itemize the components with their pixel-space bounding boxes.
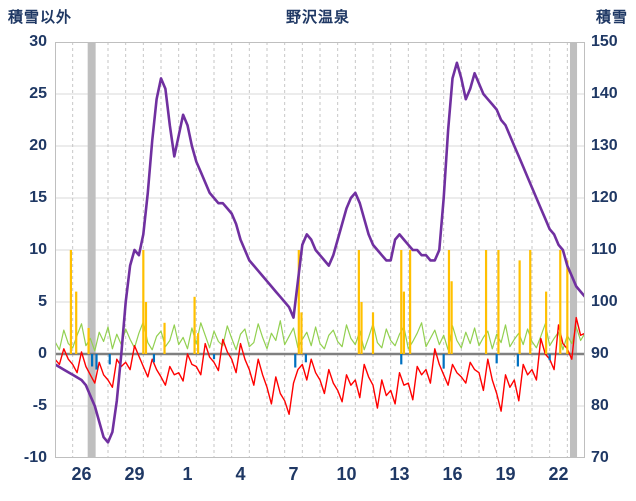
right-axis-title: 積雪 bbox=[595, 9, 628, 26]
plot-border bbox=[55, 42, 585, 458]
snow-depth-line bbox=[55, 61, 585, 444]
left-axis-tick-label: 15 bbox=[29, 189, 47, 206]
x-axis-tick-label: 22 bbox=[548, 464, 569, 484]
right-axis-tick-label: 70 bbox=[591, 449, 609, 466]
right-axis-tick-label: 140 bbox=[591, 85, 618, 102]
right-axis-tick-label: 100 bbox=[591, 293, 618, 310]
right-axis-tick-label: 80 bbox=[591, 397, 609, 414]
x-axis-tick-label: 10 bbox=[336, 464, 357, 484]
x-axis-tick-label: 26 bbox=[71, 464, 92, 484]
left-axis-tick-label: 20 bbox=[29, 137, 47, 154]
x-axis-tick-label: 16 bbox=[442, 464, 463, 484]
x-axis-tick-label: 13 bbox=[389, 464, 410, 484]
right-axis-tick-label: 150 bbox=[591, 33, 618, 50]
left-axis-tick-label: 0 bbox=[38, 345, 47, 362]
right-axis-tick-label: 90 bbox=[591, 345, 609, 362]
missing-data-band bbox=[569, 42, 578, 458]
missing-data-band bbox=[87, 42, 96, 458]
left-axis-title: 積雪以外 bbox=[8, 9, 73, 26]
right-axis-tick-label: 110 bbox=[591, 241, 617, 258]
plot-area bbox=[55, 42, 585, 458]
x-axis-tick-label: 29 bbox=[124, 464, 145, 484]
temperature-line bbox=[55, 316, 585, 415]
left-axis-tick-label: 10 bbox=[29, 241, 47, 258]
x-axis-tick-label: 7 bbox=[288, 464, 299, 484]
left-axis-tick-label: -5 bbox=[32, 397, 47, 414]
left-axis-tick-label: 25 bbox=[29, 85, 47, 102]
x-axis-tick-label: 1 bbox=[182, 464, 193, 484]
left-axis-tick-label: 5 bbox=[38, 293, 47, 310]
right-axis-tick-label: 120 bbox=[591, 189, 618, 206]
chart-title: 野沢温泉 bbox=[285, 9, 350, 26]
right-axis-tick-label: 130 bbox=[591, 137, 618, 154]
left-axis-tick-label: 30 bbox=[29, 33, 47, 50]
left-axis-tick-label: -10 bbox=[23, 449, 47, 466]
x-axis-tick-label: 4 bbox=[235, 464, 246, 484]
x-axis-tick-label: 19 bbox=[495, 464, 516, 484]
